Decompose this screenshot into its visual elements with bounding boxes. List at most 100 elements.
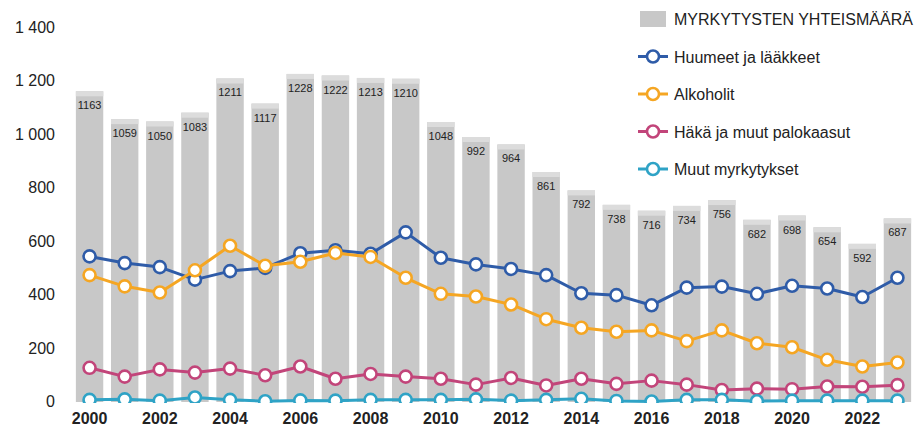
bar — [287, 74, 314, 402]
marker — [259, 260, 271, 272]
data-label: 1210 — [393, 87, 417, 99]
y-tick — [68, 188, 72, 189]
legend-label: Huumeet ja lääkkeet — [674, 49, 820, 66]
marker — [294, 360, 306, 372]
bar-cap — [743, 220, 770, 225]
x-tick-label: 2020 — [774, 410, 810, 427]
y-tick-label: 600 — [28, 233, 55, 250]
bar — [603, 205, 630, 402]
bar — [813, 227, 840, 402]
marker — [154, 261, 166, 273]
bar — [251, 104, 278, 402]
bar-cap — [111, 119, 138, 124]
marker — [119, 280, 131, 292]
y-tick-label: 0 — [46, 393, 55, 410]
bar — [357, 78, 384, 402]
x-tick-label: 2000 — [72, 410, 108, 427]
marker — [575, 287, 587, 299]
bar-cap — [884, 218, 911, 223]
data-label: 1211 — [218, 86, 242, 98]
y-tick — [68, 134, 72, 135]
y-tick-label: 400 — [28, 286, 55, 303]
marker — [84, 269, 96, 281]
bar-cap — [251, 104, 278, 109]
marker — [856, 291, 868, 303]
marker — [856, 360, 868, 372]
bar — [849, 244, 876, 402]
marker — [470, 379, 482, 391]
marker — [751, 383, 763, 395]
data-label: 1048 — [429, 130, 453, 142]
marker — [751, 337, 763, 349]
marker — [84, 250, 96, 262]
marker — [540, 394, 552, 403]
bar — [146, 122, 173, 403]
line — [90, 397, 898, 401]
bar-cap — [216, 78, 243, 83]
marker — [891, 395, 903, 403]
bar — [673, 206, 700, 402]
marker — [470, 393, 482, 403]
marker — [329, 373, 341, 385]
marker — [575, 373, 587, 385]
bar — [638, 211, 665, 402]
marker — [716, 324, 728, 336]
marker — [821, 282, 833, 294]
marker — [540, 313, 552, 325]
chart: 02004006008001 0001 2001 400200020022004… — [0, 0, 920, 442]
marker — [189, 391, 201, 403]
marker — [681, 394, 693, 403]
x-tick-label: 2014 — [564, 410, 600, 427]
bar-cap — [532, 172, 559, 177]
bar-cap — [181, 113, 208, 118]
marker — [294, 256, 306, 268]
marker — [400, 371, 412, 383]
bar — [76, 91, 103, 402]
x-tick-label: 2012 — [493, 410, 529, 427]
bar — [884, 218, 911, 402]
x-tick-label: 2008 — [353, 410, 389, 427]
bar-cap — [778, 216, 805, 221]
bar-cap — [462, 137, 489, 142]
marker — [856, 381, 868, 393]
marker — [119, 257, 131, 269]
marker — [470, 258, 482, 270]
bar — [708, 200, 735, 402]
marker — [646, 324, 658, 336]
marker — [365, 251, 377, 263]
bar-cap — [357, 78, 384, 83]
marker — [259, 369, 271, 381]
bar — [181, 113, 208, 402]
marker — [505, 372, 517, 384]
y-tick-label: 800 — [28, 179, 55, 196]
bar-cap — [708, 200, 735, 205]
y-tick-label: 1 200 — [15, 72, 55, 89]
bar-cap — [849, 244, 876, 249]
x-tick-label: 2018 — [704, 410, 740, 427]
data-label: 687 — [888, 226, 906, 238]
bar-cap — [392, 79, 419, 84]
data-label: 1083 — [183, 121, 207, 133]
data-label: 654 — [818, 235, 836, 247]
marker — [400, 394, 412, 403]
bar-cap — [813, 227, 840, 232]
bar-cap — [427, 122, 454, 127]
marker — [505, 395, 517, 403]
bar-cap — [146, 122, 173, 127]
legend-label: MYRKYTYSTEN YHTEISMÄÄRÄ — [674, 11, 913, 28]
marker — [224, 363, 236, 375]
line — [90, 232, 898, 305]
bar — [532, 172, 559, 402]
marker — [575, 393, 587, 403]
bar-cap — [497, 144, 524, 149]
bar — [322, 76, 349, 402]
marker — [575, 322, 587, 334]
y-tick-label: 200 — [28, 340, 55, 357]
marker — [751, 288, 763, 300]
marker — [189, 264, 201, 276]
y-tick — [68, 28, 72, 29]
marker — [681, 379, 693, 391]
marker — [84, 394, 96, 403]
marker — [154, 363, 166, 375]
data-label: 1050 — [148, 130, 172, 142]
